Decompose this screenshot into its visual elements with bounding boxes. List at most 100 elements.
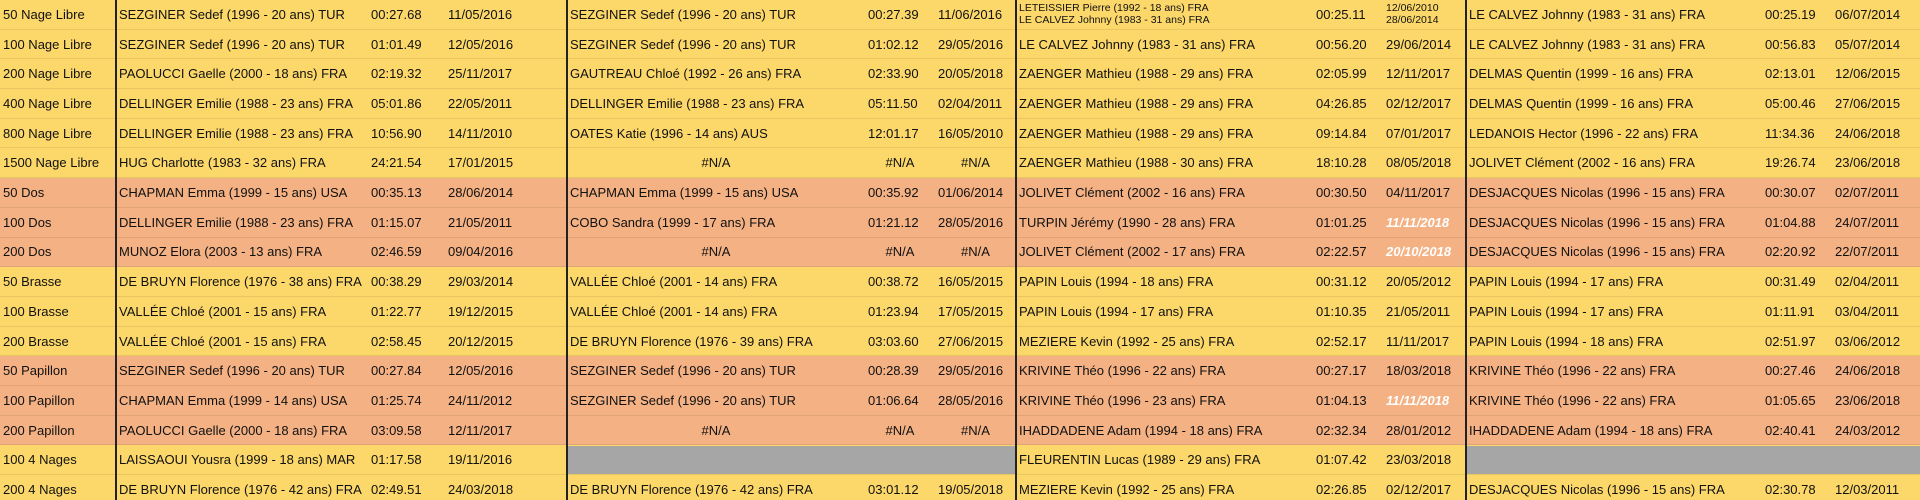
name-cell: PAPIN Louis (1994 - 17 ans) FRA [1466,297,1762,326]
cell-text: 22/07/2011 [1835,244,1900,260]
date-cell: 24/03/2012 [1832,416,1920,445]
time-cell: 09:14.84 [1313,119,1383,148]
cell-text: 29/06/2014 [1386,36,1452,52]
cell-text: 02:58.45 [371,333,422,349]
cell-text: 29/05/2016 [938,36,1004,52]
name-cell: LEDANOIS Hector (1996 - 22 ans) FRA [1466,119,1762,148]
cell-text: 29/05/2016 [938,363,1004,379]
cell-text: 02:49.51 [371,482,422,498]
cell-text: 12/11/2017 [448,422,513,438]
date-cell: #N/A [935,149,1016,178]
cell-text: IHADDADENE Adam (1994 - 18 ans) FRA [1019,422,1263,438]
name-cell: PAPIN Louis (1994 - 18 ans) FRA [1466,327,1762,356]
table-row: 400 Nage Libre DELLINGER Emilie (1988 - 2… [0,89,1920,119]
cell-text: 03:01.12 [868,482,919,498]
cell-text: DELMAS Quentin (1999 - 16 ans) FRA [1469,66,1693,82]
time-cell: 02:33.90 [865,59,935,88]
date-cell: 29/05/2016 [935,356,1016,385]
cell-text: MEZIERE Kevin (1992 - 25 ans) FRA [1019,333,1235,349]
time-cell: 02:26.85 [1313,475,1383,500]
cell-text: 02/12/2017 [1386,482,1452,498]
date-cell: 24/07/2011 [1832,208,1920,237]
cell-text: 06/07/2014 [1835,6,1901,22]
cell-text: DELLINGER Emilie (1988 - 23 ans) FRA [119,214,354,230]
time-cell: 01:07.42 [1313,446,1383,475]
name-cell: VALLÉE Chloé (2001 - 14 ans) FRA [567,297,865,326]
cell-text: 00:35.92 [868,185,919,201]
cell-text: 11/05/2016 [448,6,513,22]
date-cell: 28/06/2014 [445,178,567,207]
table-row: 800 Nage Libre DELLINGER Emilie (1988 - 2… [0,118,1920,149]
time-cell: 00:35.92 [865,178,935,207]
cell-text: 02/04/2011 [938,95,1003,111]
date-cell: 02/12/2017 [1383,89,1466,118]
table-row: 200 Dos MUNOZ Elora (2003 - 13 ans) FRA 02… [0,237,1920,268]
cell-text: 18/03/2018 [1386,363,1452,379]
time-cell: 01:22.77 [368,297,445,326]
cell-text: ZAENGER Mathieu (1988 - 29 ans) FRA [1019,125,1254,141]
cell-text: 28/05/2016 [938,214,1004,230]
cell-text: 100 Nage Libre [3,36,92,52]
cell-text: 200 Nage Libre [3,66,92,82]
time-cell: 18:10.28 [1313,149,1383,178]
cell-text: PAPIN Louis (1994 - 17 ans) FRA [1469,303,1664,319]
cell-text: 20/10/2018 [1386,244,1452,260]
name-cell: CHAPMAN Emma (1999 - 15 ans) USA [116,178,368,207]
cell-text: DELLINGER Emilie (1988 - 23 ans) FRA [119,125,354,141]
time-cell: 03:09.58 [368,416,445,445]
cell-text: JOLIVET Clément (2002 - 17 ans) FRA [1019,244,1245,260]
event-cell: 50 Dos [0,178,116,207]
name-cell: DESJACQUES Nicolas (1996 - 15 ans) FRA [1466,178,1762,207]
name-cell: DE BRUYN Florence (1976 - 42 ans) FRA [567,475,865,500]
cell-text: 02:32.34 [1316,422,1367,438]
name-cell: MEZIERE Kevin (1992 - 25 ans) FRA [1016,327,1313,356]
date-cell: 02/07/2011 [1832,178,1920,207]
time-cell: 10:56.90 [368,119,445,148]
date-cell: 23/06/2018 [1832,149,1920,178]
name-cell: LETEISSIER Pierre (1992 - 18 ans) FRA LE … [1016,0,1313,29]
time-cell: 00:28.39 [865,356,935,385]
cell-text: LE CALVEZ Johnny (1983 - 31 ans) FRA [1019,14,1210,27]
cell-text: 00:27.17 [1316,363,1367,379]
cell-text: PAOLUCCI Gaelle (2000 - 18 ans) FRA [119,422,348,438]
cell-text: PAPIN Louis (1994 - 18 ans) FRA [1469,333,1664,349]
name-cell: PAOLUCCI Gaelle (2000 - 18 ans) FRA [116,59,368,88]
cell-text: DE BRUYN Florence (1976 - 38 ans) FRA [119,274,362,290]
cell-text: SEZGINER Sedef (1996 - 20 ans) TUR [119,6,345,22]
name-cell: SEZGINER Sedef (1996 - 20 ans) TUR [116,356,368,385]
date-cell: 12/11/2017 [445,416,567,445]
cell-text: 28/05/2016 [938,392,1004,408]
cell-text: 27/06/2015 [938,333,1004,349]
cell-text: PAPIN Louis (1994 - 17 ans) FRA [1019,303,1214,319]
cell-text: PAPIN Louis (1994 - 17 ans) FRA [1469,274,1664,290]
event-cell: 100 Brasse [0,297,116,326]
cell-text: 01:06.64 [868,392,919,408]
cell-text: 05:00.46 [1765,95,1816,111]
cell-text: 02:51.97 [1765,333,1816,349]
cell-text: 00:25.19 [1765,6,1816,22]
time-cell: 02:49.51 [368,475,445,500]
date-cell: 08/05/2018 [1383,149,1466,178]
cell-text: 14/11/2010 [448,125,513,141]
cell-text: 01:01.49 [371,36,422,52]
cell-text: 02:13.01 [1765,66,1816,82]
date-cell: 12/11/2017 [1383,59,1466,88]
name-cell: PAPIN Louis (1994 - 18 ans) FRA [1016,267,1313,296]
cell-text: 17/01/2015 [448,155,514,171]
time-cell: 00:38.72 [865,267,935,296]
time-cell: 01:23.94 [865,297,935,326]
name-cell: GAUTREAU Chloé (1992 - 26 ans) FRA [567,59,865,88]
cell-text: LETEISSIER Pierre (1992 - 18 ans) FRA [1019,2,1209,15]
date-cell: 12/05/2016 [445,356,567,385]
date-cell: 24/06/2018 [1832,356,1920,385]
date-cell: 24/11/2012 [445,386,567,415]
name-cell: ZAENGER Mathieu (1988 - 29 ans) FRA [1016,119,1313,148]
cell-text: 12/05/2016 [448,36,514,52]
cell-text: 00:30.50 [1316,185,1367,201]
date-cell: 02/12/2017 [1383,475,1466,500]
cell-text: 29/03/2014 [448,274,514,290]
cell-text: 09:14.84 [1316,125,1367,141]
cell-text: 24/06/2018 [1835,363,1901,379]
cell-text: LE CALVEZ Johnny (1983 - 31 ans) FRA [1469,6,1706,22]
name-cell: DESJACQUES Nicolas (1996 - 15 ans) FRA [1466,475,1762,500]
